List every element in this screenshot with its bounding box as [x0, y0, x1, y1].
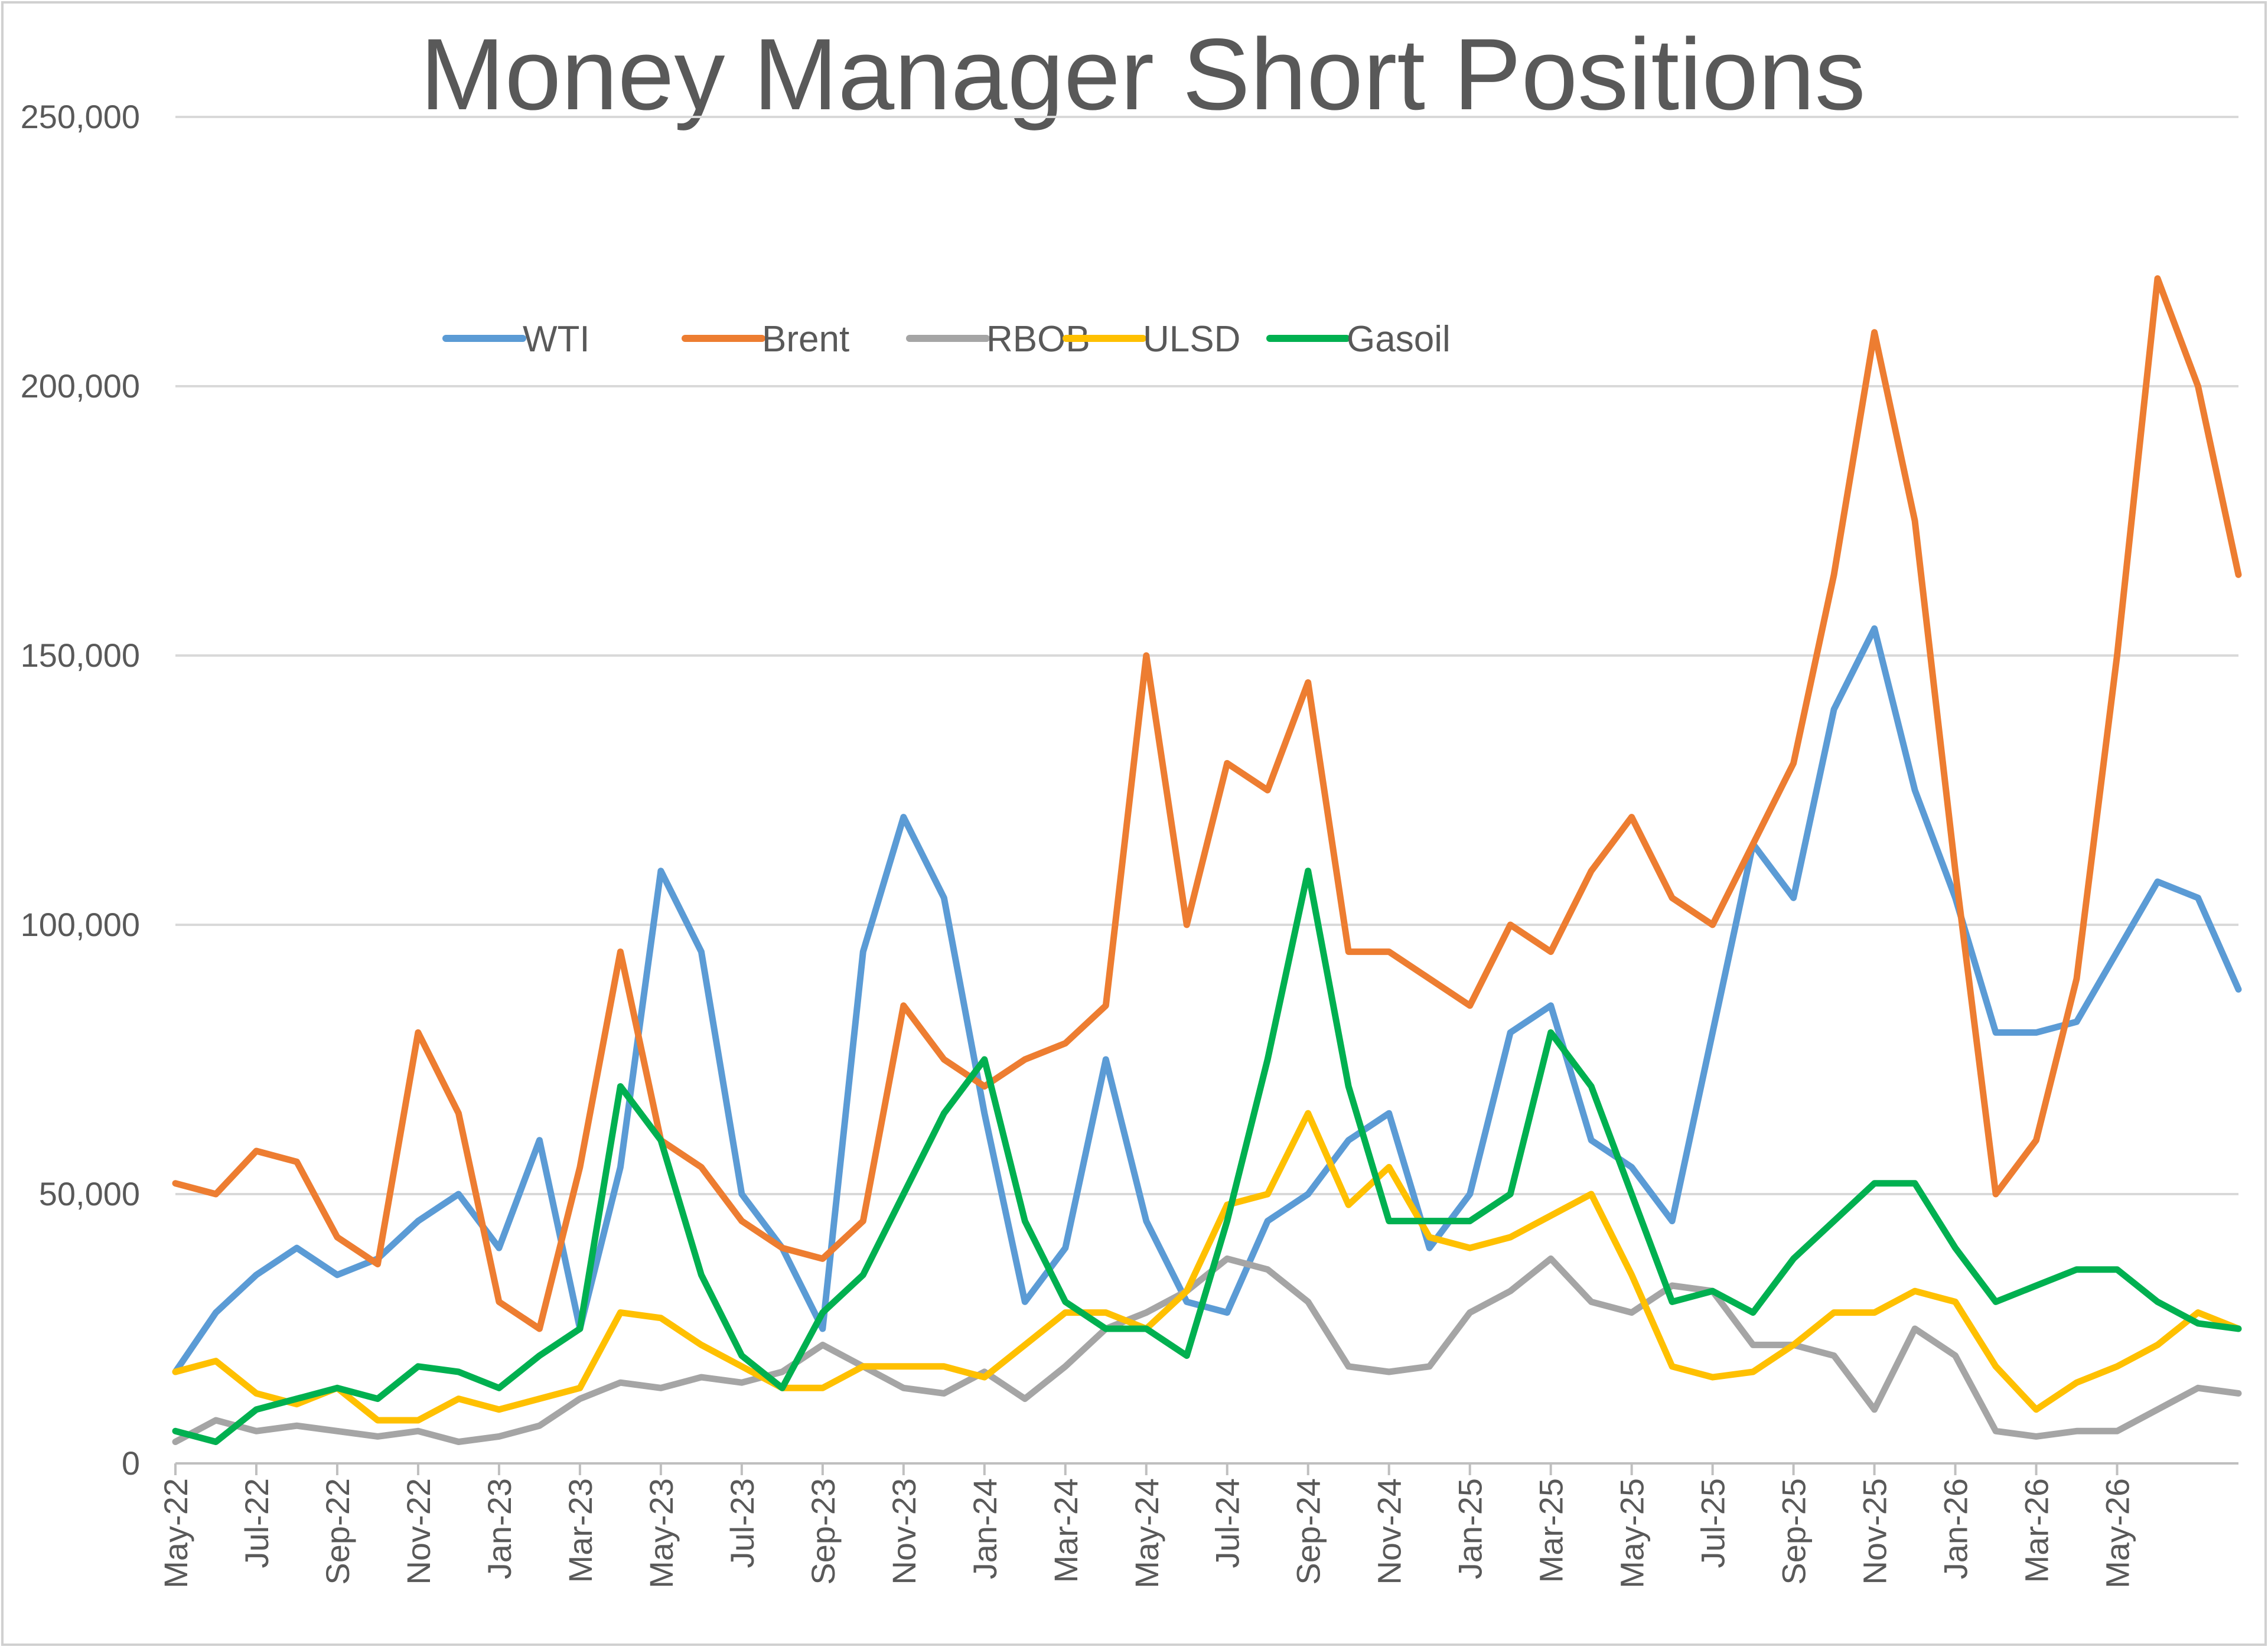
x-tick-label: Nov-23 — [885, 1478, 923, 1585]
x-tick-label: May-22 — [157, 1478, 194, 1589]
x-tick-label: Sep-23 — [804, 1478, 842, 1585]
x-tick-label: Nov-22 — [400, 1478, 437, 1585]
legend: WTI Brent RBOB ULSD Gasoil — [442, 319, 1451, 360]
series-line-gasoil — [172, 868, 2242, 1445]
x-tick-label: Sep-22 — [319, 1478, 356, 1585]
x-tick-label: Jan-23 — [481, 1478, 518, 1579]
y-axis-ticks: 0 50,000 100,000 150,000 200,000 250,000 — [21, 98, 140, 1482]
legend-label-gasoil: Gasoil — [1347, 319, 1451, 360]
x-tick-label: Jul-23 — [724, 1478, 761, 1569]
x-tick-label: Mar-25 — [1533, 1478, 1570, 1583]
x-tick-label: May-24 — [1128, 1478, 1165, 1589]
series-line-ulsd — [172, 1110, 2242, 1424]
x-tick-label: Nov-25 — [1856, 1478, 1894, 1585]
legend-label-brent: Brent — [762, 319, 849, 360]
x-tick-label: Sep-24 — [1290, 1478, 1327, 1585]
x-tick-label: May-26 — [2099, 1478, 2136, 1589]
x-tick-label: Jan-25 — [1452, 1478, 1489, 1579]
series-line-rbob — [172, 1255, 2242, 1445]
x-tick-label: Jan-26 — [1937, 1478, 1974, 1579]
x-tick-label: Sep-25 — [1775, 1478, 1813, 1585]
x-tick-label: Mar-24 — [1047, 1478, 1084, 1583]
x-tick-label: Nov-24 — [1371, 1478, 1408, 1585]
x-axis-ticks: May-22 Jul-22 Sep-22 Nov-22 Jan-23 Mar-23 May-… — [157, 1463, 2136, 1589]
x-tick-label: Mar-26 — [2018, 1478, 2055, 1583]
series-lines — [172, 275, 2242, 1445]
y-tick-label: 50,000 — [39, 1175, 140, 1212]
x-tick-label: Jul-25 — [1695, 1478, 1732, 1569]
y-tick-label: 150,000 — [21, 637, 140, 674]
x-tick-label: Jul-22 — [238, 1478, 275, 1569]
x-tick-label: May-25 — [1614, 1478, 1651, 1589]
x-tick-label: Mar-23 — [562, 1478, 599, 1583]
series-line-wti — [172, 625, 2242, 1375]
legend-label-wti: WTI — [523, 319, 590, 360]
x-tick-label: May-23 — [643, 1478, 680, 1589]
y-tick-label: 200,000 — [21, 367, 140, 405]
y-tick-label: 250,000 — [21, 98, 140, 135]
y-tick-label: 0 — [122, 1444, 140, 1482]
x-tick-label: Jan-24 — [966, 1478, 1003, 1579]
x-tick-label: Jul-24 — [1209, 1478, 1246, 1569]
series-line-brent — [172, 275, 2242, 1332]
legend-label-ulsd: ULSD — [1143, 319, 1240, 360]
y-tick-label: 100,000 — [21, 906, 140, 943]
chart-title: Money Manager Short Positions — [420, 18, 1865, 131]
